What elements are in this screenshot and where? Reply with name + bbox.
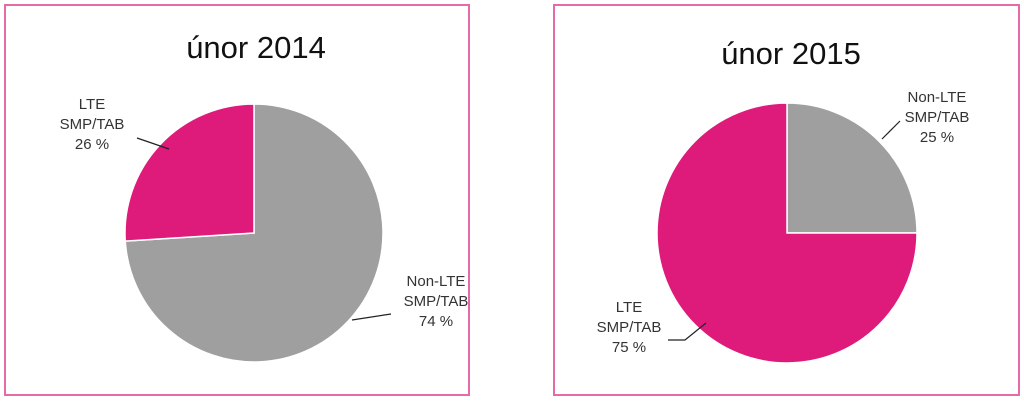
leader-line [136,137,170,150]
chart-panel-feb-2014: únor 2014 Non-LTE SMP/TAB 74 % LTE SMP/TAB 26… [4,4,470,396]
leader-line [351,313,392,321]
slice-label-non-lte: Non-LTE SMP/TAB 25 % [905,89,970,146]
slice-label-lte: LTE SMP/TAB 26 % [60,96,125,153]
pie-slice-lte [656,102,918,364]
leader-line [881,120,901,140]
pie-chart-feb-2015: únor 2015 Non-LTE SMP/TAB 25 % LTE SMP/TAB 75… [597,36,970,364]
leader-line [668,322,707,341]
chart-panel-feb-2015: únor 2015 Non-LTE SMP/TAB 25 % LTE SMP/TAB 75… [553,4,1020,396]
slice-label-lte: LTE SMP/TAB 75 % [597,299,662,356]
pie-slice-lte [124,103,255,242]
slice-label-non-lte: Non-LTE SMP/TAB 74 % [404,273,469,330]
chart-title: únor 2014 [186,30,326,65]
chart-title: únor 2015 [721,36,861,71]
pie-chart-feb-2014: únor 2014 Non-LTE SMP/TAB 74 % LTE SMP/TAB 26… [60,30,469,363]
pie-slice-non-lte [786,102,918,234]
